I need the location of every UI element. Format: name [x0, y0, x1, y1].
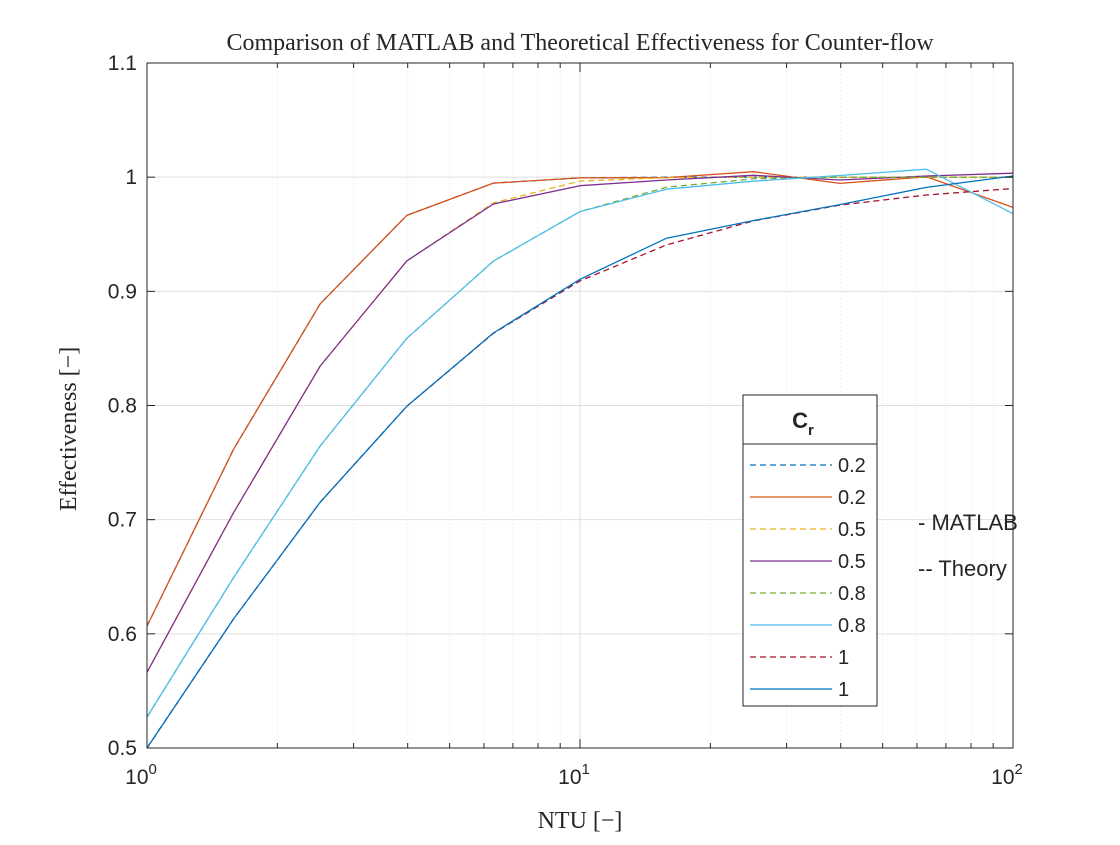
legend-label-5: 0.8	[838, 615, 866, 637]
ticks-layer: 0.5 0.6 0.7 0.8 0.9 1 1.1 100 101 102	[108, 52, 1023, 789]
legend-title: Cr	[792, 408, 814, 439]
legend-label-4: 0.8	[838, 583, 866, 605]
legend-label-7: 1	[838, 679, 849, 701]
series-line-3	[146, 172, 1014, 673]
y-tick-label: 0.8	[108, 395, 137, 418]
y-tick-label: 0.7	[108, 509, 137, 532]
y-tick-label: 0.5	[108, 737, 137, 760]
legend[interactable]: Cr 0.2 0.2 0.5 0.5 0.8 0.8 1 1	[742, 394, 878, 707]
annotation-matlab: - MATLAB	[918, 510, 1018, 535]
x-tick-label: 101	[558, 761, 590, 789]
legend-label-0: 0.2	[838, 455, 866, 477]
x-tick-label: 100	[125, 761, 157, 789]
series-layer	[146, 168, 1014, 749]
y-axis-title: Effectiveness [−]	[56, 347, 82, 511]
annotation-theory: -- Theory	[918, 556, 1007, 581]
y-tick-label: 1	[125, 166, 137, 189]
x-tick-label: 102	[991, 761, 1023, 789]
y-tick-label: 0.9	[108, 280, 137, 303]
chart-title: Comparison of MATLAB and Theoretical Eff…	[226, 30, 934, 56]
legend-label-6: 1	[838, 647, 849, 669]
series-line-1	[146, 171, 1014, 627]
legend-title-main: C	[792, 408, 808, 433]
legend-title-subscript: r	[808, 422, 814, 439]
series-line-5	[146, 168, 1014, 718]
y-tick-label: 1.1	[108, 52, 137, 75]
legend-label-3: 0.5	[838, 551, 866, 573]
series-line-7	[146, 175, 1014, 749]
legend-entries: 0.2 0.2 0.5 0.5 0.8 0.8 1 1	[750, 455, 866, 701]
legend-box	[742, 394, 878, 707]
y-tick-label: 0.6	[108, 623, 137, 646]
legend-label-1: 0.2	[838, 487, 866, 509]
x-axis-title: NTU [−]	[538, 808, 623, 834]
legend-label-2: 0.5	[838, 519, 866, 541]
